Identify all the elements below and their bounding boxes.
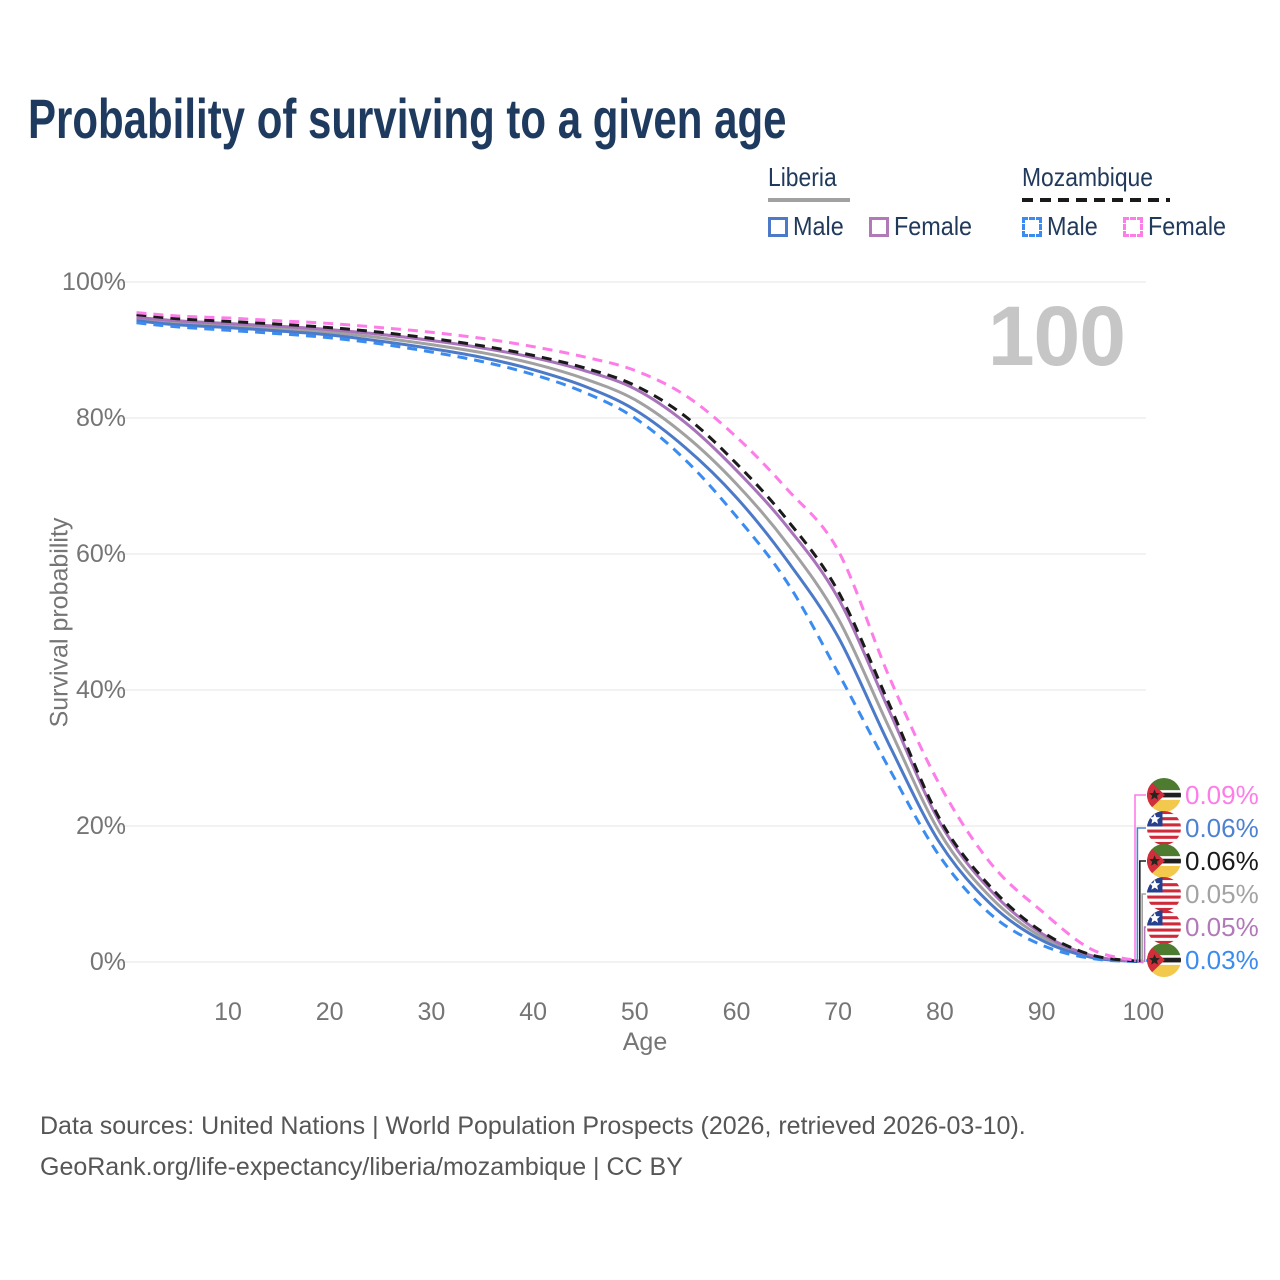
series-line-liberia-female[interactable]: [136, 315, 1144, 964]
y-axis-tick-label: 0%: [89, 948, 126, 976]
y-axis-tick-label: 80%: [75, 404, 126, 432]
legend-mozambique-header[interactable]: Mozambique: [1022, 162, 1153, 192]
x-axis-tick-label: 40: [519, 998, 547, 1026]
liberia-male-swatch-icon[interactable]: [768, 216, 788, 237]
y-axis-tick-label: 100%: [62, 268, 126, 296]
liberia-female-label[interactable]: Female: [894, 211, 973, 241]
series-line-mozambique-both[interactable]: [136, 313, 1144, 964]
x-axis-tick-label: 20: [315, 998, 344, 1026]
legend-group-liberia: Liberia Male Female: [768, 162, 1001, 242]
page-title: Probability of surviving to a given age: [28, 87, 787, 150]
end-label-connector: [1139, 860, 1146, 962]
liberia-line-swatch: [768, 198, 850, 202]
footer-sources-line: Data sources: United Nations | World Pop…: [40, 1112, 1026, 1140]
y-axis-title: Survival probability: [45, 517, 74, 728]
end-label-connector: [1143, 926, 1146, 962]
end-label-connector: [1141, 893, 1146, 962]
age-watermark: 100: [987, 289, 1126, 383]
liberia-flag-icon: [1147, 910, 1181, 944]
end-value-text: 0.05%: [1185, 911, 1259, 942]
y-axis-tick-label: 40%: [75, 676, 126, 704]
end-value-label: 0.03%: [1147, 943, 1259, 977]
end-value-text: 0.06%: [1185, 812, 1259, 843]
footer-attribution-line: GeoRank.org/life-expectancy/liberia/moza…: [40, 1153, 683, 1181]
end-label-connector: [1136, 827, 1146, 962]
x-axis-tick-label: 70: [824, 998, 853, 1026]
legend-group-mozambique: Mozambique Male Female: [1022, 162, 1255, 242]
x-axis-tick-label: 90: [1027, 998, 1056, 1026]
end-value-label: 0.09%: [1147, 778, 1259, 812]
end-value-text: 0.06%: [1185, 845, 1259, 876]
series-line-mozambique-male[interactable]: [136, 321, 1144, 964]
series-line-liberia-both[interactable]: [136, 317, 1144, 964]
mozambique-flag-icon: [1147, 943, 1181, 977]
series-line-mozambique-female[interactable]: [136, 311, 1144, 963]
x-axis-tick-label: 10: [214, 998, 242, 1026]
end-value-label: 0.05%: [1147, 910, 1259, 944]
mozambique-line-swatch: [1022, 198, 1170, 202]
x-axis-tick-label: 30: [417, 998, 446, 1026]
end-value-text: 0.03%: [1185, 944, 1259, 975]
liberia-flag-icon: [1147, 877, 1181, 911]
x-axis-tick-label: 80: [925, 998, 954, 1026]
liberia-male-label[interactable]: Male: [793, 211, 844, 241]
end-label-connector: [1134, 794, 1146, 962]
end-value-text: 0.09%: [1185, 779, 1259, 810]
mozambique-male-swatch-icon[interactable]: [1022, 216, 1042, 237]
end-value-text: 0.05%: [1185, 878, 1259, 909]
mozambique-female-swatch-icon[interactable]: [1123, 216, 1144, 237]
x-axis-title: Age: [622, 1028, 668, 1056]
y-axis-tick-label: 60%: [75, 540, 126, 568]
mozambique-flag-icon: [1147, 778, 1181, 812]
liberia-flag-icon: [1147, 811, 1181, 845]
data-sources-footer: Data sources: United Nations | World Pop…: [40, 1106, 1026, 1188]
x-axis-tick-label: 60: [722, 998, 751, 1026]
mozambique-female-label[interactable]: Female: [1148, 211, 1227, 241]
liberia-female-swatch-icon[interactable]: [869, 216, 890, 237]
series-line-liberia-male[interactable]: [136, 319, 1144, 964]
x-axis-tick-label: 50: [620, 998, 649, 1026]
end-value-label: 0.06%: [1147, 811, 1259, 845]
mozambique-flag-icon: [1147, 844, 1181, 878]
mozambique-male-label[interactable]: Male: [1047, 211, 1098, 241]
end-value-label: 0.06%: [1147, 844, 1259, 878]
legend-liberia-header[interactable]: Liberia: [768, 162, 837, 192]
y-axis-tick-label: 20%: [75, 812, 126, 840]
end-value-label: 0.05%: [1147, 877, 1259, 911]
x-axis-tick-label: 100: [1122, 998, 1165, 1026]
